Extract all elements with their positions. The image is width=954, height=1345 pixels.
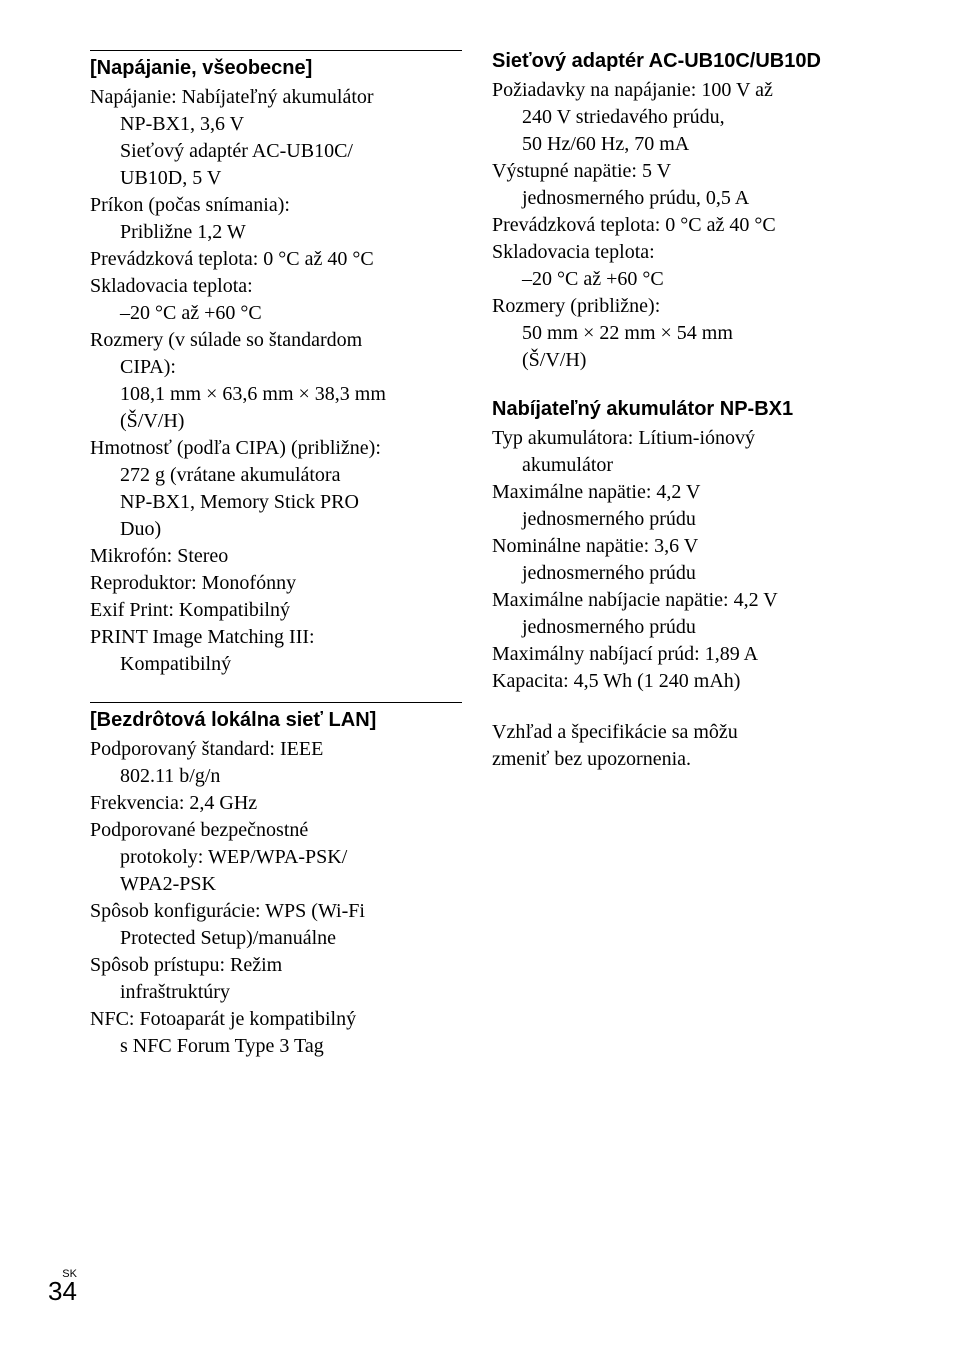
spec-line: 50 Hz/60 Hz, 70 mA	[492, 131, 864, 158]
spec-line: Skladovacia teplota:	[90, 273, 462, 300]
spec-line: Duo)	[90, 516, 462, 543]
left-column: [Napájanie, všeobecne] Napájanie: Nabíja…	[90, 50, 462, 1084]
section-heading: Sieťový adaptér AC-UB10C/UB10D	[492, 50, 864, 73]
spec-line: jednosmerného prúdu, 0,5 A	[492, 185, 864, 212]
section-ac-adapter: Sieťový adaptér AC-UB10C/UB10D Požiadavk…	[492, 50, 864, 374]
section-heading: Nabíjateľný akumulátor NP-BX1	[492, 398, 864, 421]
spec-line: Typ akumulátora: Lítium-iónový	[492, 425, 864, 452]
spec-line: Prevádzková teplota: 0 °C až 40 °C	[492, 212, 864, 239]
spec-line: Exif Print: Kompatibilný	[90, 597, 462, 624]
content-columns: [Napájanie, všeobecne] Napájanie: Nabíja…	[90, 50, 864, 1084]
spec-line: –20 °C až +60 °C	[492, 266, 864, 293]
spec-line: Hmotnosť (podľa CIPA) (približne):	[90, 435, 462, 462]
spec-line: Protected Setup)/manuálne	[90, 925, 462, 952]
spec-line: CIPA):	[90, 354, 462, 381]
spec-line: 802.11 b/g/n	[90, 763, 462, 790]
spec-line: UB10D, 5 V	[90, 165, 462, 192]
page-footer: SK 34	[48, 1268, 77, 1307]
spec-line: Kapacita: 4,5 Wh (1 240 mAh)	[492, 668, 864, 695]
spec-line: s NFC Forum Type 3 Tag	[90, 1033, 462, 1060]
spec-line: Maximálne napätie: 4,2 V	[492, 479, 864, 506]
spec-line: infraštruktúry	[90, 979, 462, 1006]
section-body: Podporovaný štandard: IEEE802.11 b/g/nFr…	[90, 736, 462, 1060]
section-power-general: [Napájanie, všeobecne] Napájanie: Nabíja…	[90, 50, 462, 678]
spec-line: 272 g (vrátane akumulátora	[90, 462, 462, 489]
divider	[90, 50, 462, 51]
spec-line: Mikrofón: Stereo	[90, 543, 462, 570]
spec-line: Výstupné napätie: 5 V	[492, 158, 864, 185]
spec-line: (Š/V/H)	[90, 408, 462, 435]
spec-line: Nominálne napätie: 3,6 V	[492, 533, 864, 560]
section-body: Požiadavky na napájanie: 100 V až240 V s…	[492, 77, 864, 374]
spec-line: Približne 1,2 W	[90, 219, 462, 246]
spec-line: NP-BX1, 3,6 V	[90, 111, 462, 138]
spec-line: Vzhľad a špecifikácie sa môžu	[492, 719, 864, 746]
footer-page-number: 34	[48, 1276, 77, 1307]
spec-line: Napájanie: Nabíjateľný akumulátor	[90, 84, 462, 111]
spec-line: Podporované bezpečnostné	[90, 817, 462, 844]
spec-line: –20 °C až +60 °C	[90, 300, 462, 327]
section-body: Napájanie: Nabíjateľný akumulátorNP-BX1,…	[90, 84, 462, 678]
spec-line: jednosmerného prúdu	[492, 560, 864, 587]
spec-line: Maximálne nabíjacie napätie: 4,2 V	[492, 587, 864, 614]
section-note: Vzhľad a špecifikácie sa môžuzmeniť bez …	[492, 719, 864, 773]
spec-line: zmeniť bez upozornenia.	[492, 746, 864, 773]
spec-line: 108,1 mm × 63,6 mm × 38,3 mm	[90, 381, 462, 408]
spec-line: Skladovacia teplota:	[492, 239, 864, 266]
spec-line: jednosmerného prúdu	[492, 506, 864, 533]
section-wlan: [Bezdrôtová lokálna sieť LAN] Podporovan…	[90, 702, 462, 1060]
spec-line: NFC: Fotoaparát je kompatibilný	[90, 1006, 462, 1033]
spec-line: 50 mm × 22 mm × 54 mm	[492, 320, 864, 347]
spec-line: WPA2-PSK	[90, 871, 462, 898]
section-body: Vzhľad a špecifikácie sa môžuzmeniť bez …	[492, 719, 864, 773]
spec-line: Reproduktor: Monofónny	[90, 570, 462, 597]
spec-line: Podporovaný štandard: IEEE	[90, 736, 462, 763]
spec-line: akumulátor	[492, 452, 864, 479]
spec-line: Prevádzková teplota: 0 °C až 40 °C	[90, 246, 462, 273]
spec-line: Spôsob konfigurácie: WPS (Wi-Fi	[90, 898, 462, 925]
spec-line: Spôsob prístupu: Režim	[90, 952, 462, 979]
right-column: Sieťový adaptér AC-UB10C/UB10D Požiadavk…	[492, 50, 864, 1084]
section-body: Typ akumulátora: Lítium-iónovýakumulátor…	[492, 425, 864, 695]
spec-line: 240 V striedavého prúdu,	[492, 104, 864, 131]
spec-line: Rozmery (približne):	[492, 293, 864, 320]
spec-line: Požiadavky na napájanie: 100 V až	[492, 77, 864, 104]
spec-line: (Š/V/H)	[492, 347, 864, 374]
spec-line: jednosmerného prúdu	[492, 614, 864, 641]
spec-line: PRINT Image Matching III:	[90, 624, 462, 651]
spec-line: Sieťový adaptér AC-UB10C/	[90, 138, 462, 165]
section-heading: [Bezdrôtová lokálna sieť LAN]	[90, 709, 462, 732]
spec-line: protokoly: WEP/WPA-PSK/	[90, 844, 462, 871]
spec-line: Frekvencia: 2,4 GHz	[90, 790, 462, 817]
spec-line: NP-BX1, Memory Stick PRO	[90, 489, 462, 516]
spec-line: Maximálny nabíjací prúd: 1,89 A	[492, 641, 864, 668]
section-battery: Nabíjateľný akumulátor NP-BX1 Typ akumul…	[492, 398, 864, 695]
section-heading: [Napájanie, všeobecne]	[90, 57, 462, 80]
divider	[90, 702, 462, 703]
spec-line: Príkon (počas snímania):	[90, 192, 462, 219]
spec-line: Rozmery (v súlade so štandardom	[90, 327, 462, 354]
spec-line: Kompatibilný	[90, 651, 462, 678]
